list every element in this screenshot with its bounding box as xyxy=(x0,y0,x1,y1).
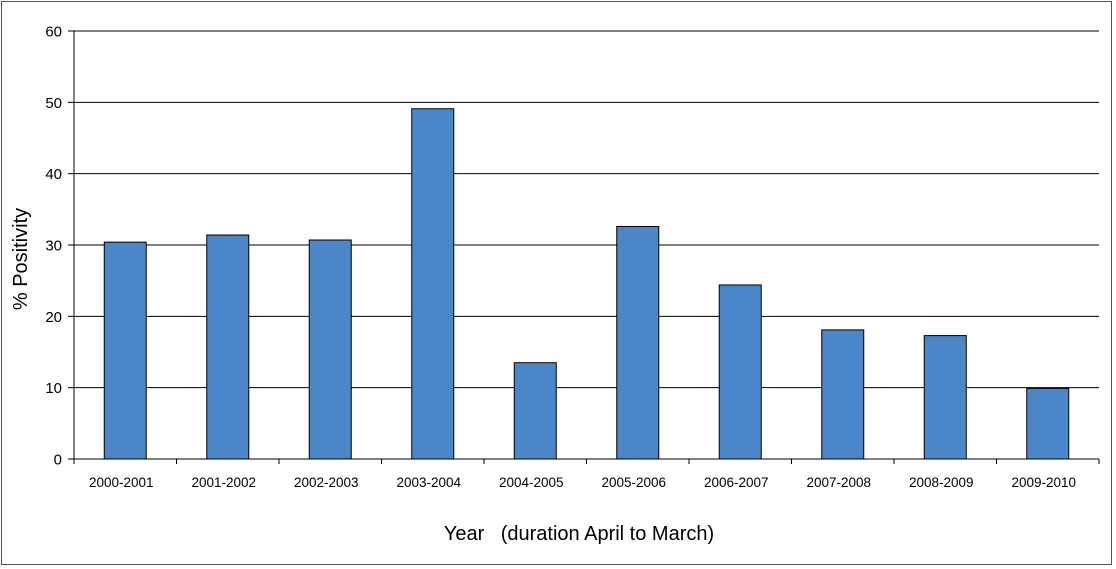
y-tick-label: 0 xyxy=(54,452,62,469)
bar xyxy=(411,108,455,460)
x-tick-label: 2001-2002 xyxy=(191,475,256,490)
x-tick-labels: 2000-2001 2001-2002 2002-2003 2003-2004 2004… xyxy=(89,475,1076,490)
bar xyxy=(1026,387,1070,460)
x-tick-label: 2005-2006 xyxy=(601,475,666,490)
bar xyxy=(821,329,865,460)
bar xyxy=(308,239,352,460)
bar xyxy=(923,335,967,460)
x-axis-title-note: (duration April to March) xyxy=(501,523,714,545)
y-tick-label: 30 xyxy=(45,238,62,255)
x-tick-label: 2009-2010 xyxy=(1011,475,1076,490)
bar xyxy=(718,284,762,460)
x-tick-label: 2008-2009 xyxy=(909,475,974,490)
x-tick-label: 2006-2007 xyxy=(704,475,769,490)
bar xyxy=(616,225,660,460)
axes xyxy=(73,31,1099,460)
y-tick-label: 20 xyxy=(45,309,62,326)
y-tick-label: 10 xyxy=(45,380,62,397)
y-tick-labels: 0 10 20 30 40 50 60 xyxy=(45,24,62,469)
x-tick-label: 2003-2004 xyxy=(396,475,461,490)
y-tick-label: 40 xyxy=(45,166,62,183)
x-tick-label: 2000-2001 xyxy=(89,475,154,490)
bar xyxy=(103,241,147,460)
x-axis-title: Year xyxy=(444,523,485,545)
bar xyxy=(513,362,557,460)
x-axis-title-group: Year (duration April to March) xyxy=(444,523,714,545)
x-tick-label: 2007-2008 xyxy=(806,475,871,490)
bars xyxy=(73,108,1100,464)
y-tick-label: 60 xyxy=(45,24,62,41)
y-tick-label: 50 xyxy=(45,95,62,112)
x-tick-label: 2004-2005 xyxy=(499,475,564,490)
bar xyxy=(206,234,250,460)
x-tick-label: 2002-2003 xyxy=(294,475,359,490)
y-axis-title: % Positivity xyxy=(10,208,32,310)
